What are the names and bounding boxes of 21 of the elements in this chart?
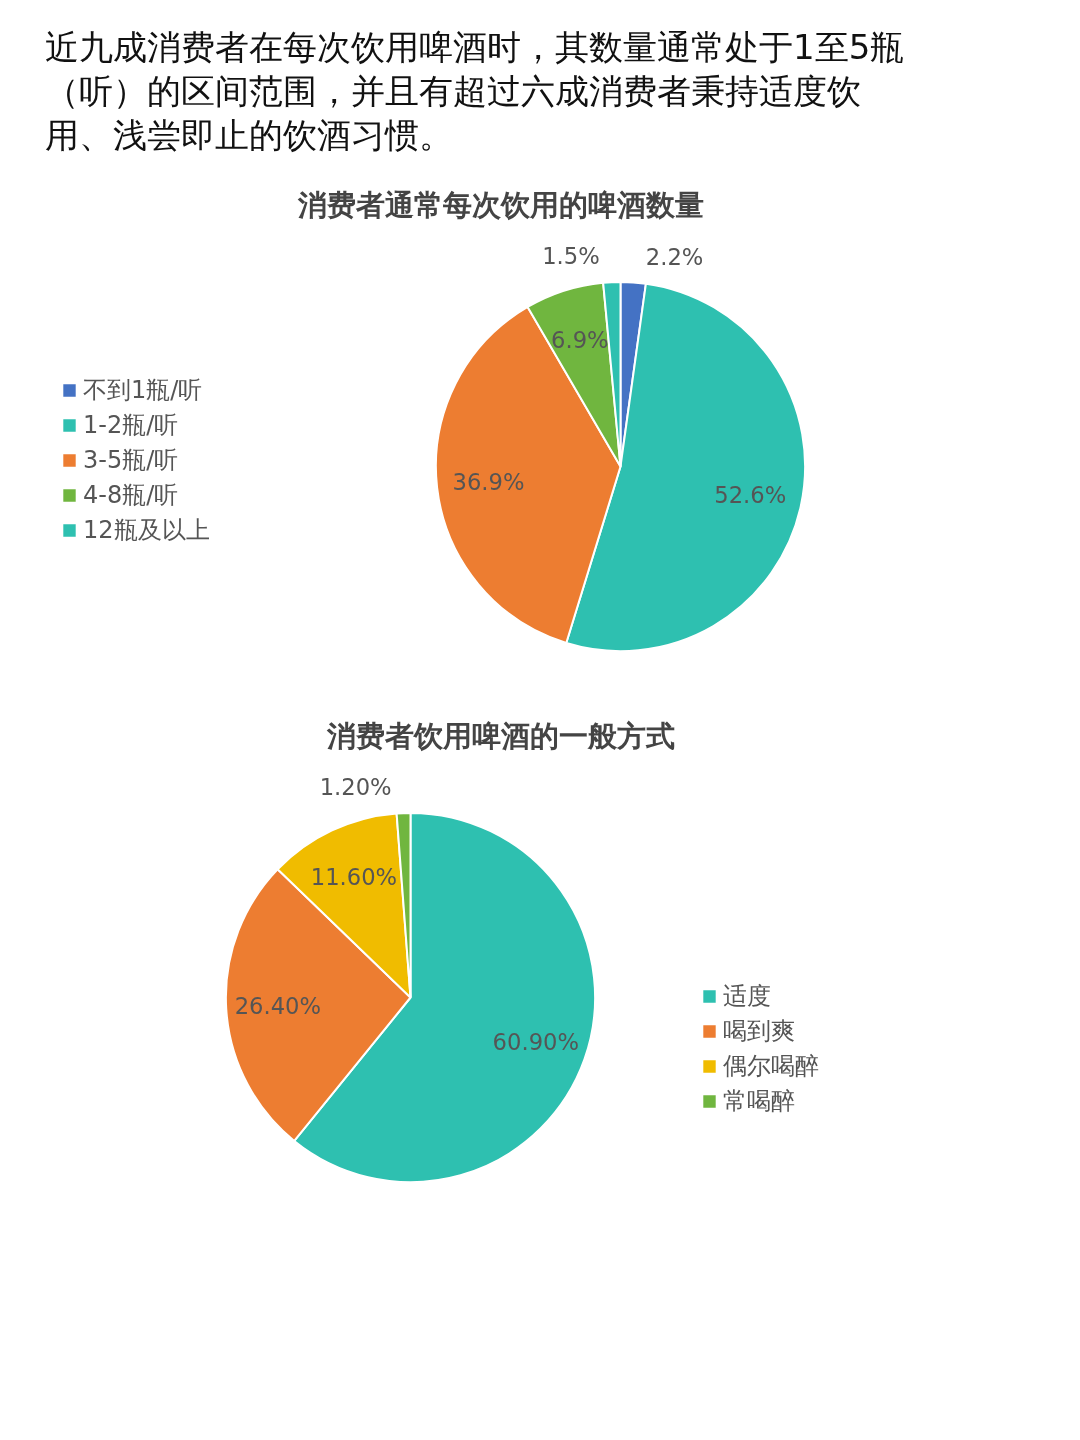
- data-label: 36.9%: [452, 468, 525, 495]
- legend-label: 偶尔喝醉: [723, 1051, 819, 1082]
- chart-title: 消费者饮用啤酒的一般方式: [325, 718, 675, 753]
- legend-label: 适度: [723, 981, 771, 1012]
- legend-label: 1-2瓶/听: [83, 410, 179, 441]
- legend-label: 喝到爽: [723, 1016, 795, 1047]
- data-label: 11.60%: [310, 864, 398, 891]
- data-label: 26.40%: [234, 992, 322, 1019]
- legend-label: 3-5瓶/听: [83, 445, 179, 476]
- data-label: 1.20%: [319, 774, 392, 801]
- data-label: 2.2%: [645, 243, 704, 270]
- legend-label: 12瓶及以上: [83, 515, 210, 546]
- legend-label: 常喝醉: [723, 1086, 795, 1117]
- data-label: 6.9%: [551, 326, 609, 353]
- text: 近九成消费者在每次饮用啤酒时，其数量通常处于1至5瓶（听）的区间范围，并且有超过六成消费者秉持适度饮用、浅尝即止的饮酒习惯。: [45, 26, 906, 158]
- chart-title: 消费者通常每次饮用的啤酒数量: [296, 187, 704, 222]
- legend-label: 不到1瓶/听: [83, 375, 203, 406]
- legend-label: 4-8瓶/听: [83, 480, 179, 511]
- data-label: 1.5%: [542, 243, 600, 270]
- data-label: 52.6%: [714, 482, 787, 509]
- data-label: 60.90%: [492, 1028, 579, 1055]
